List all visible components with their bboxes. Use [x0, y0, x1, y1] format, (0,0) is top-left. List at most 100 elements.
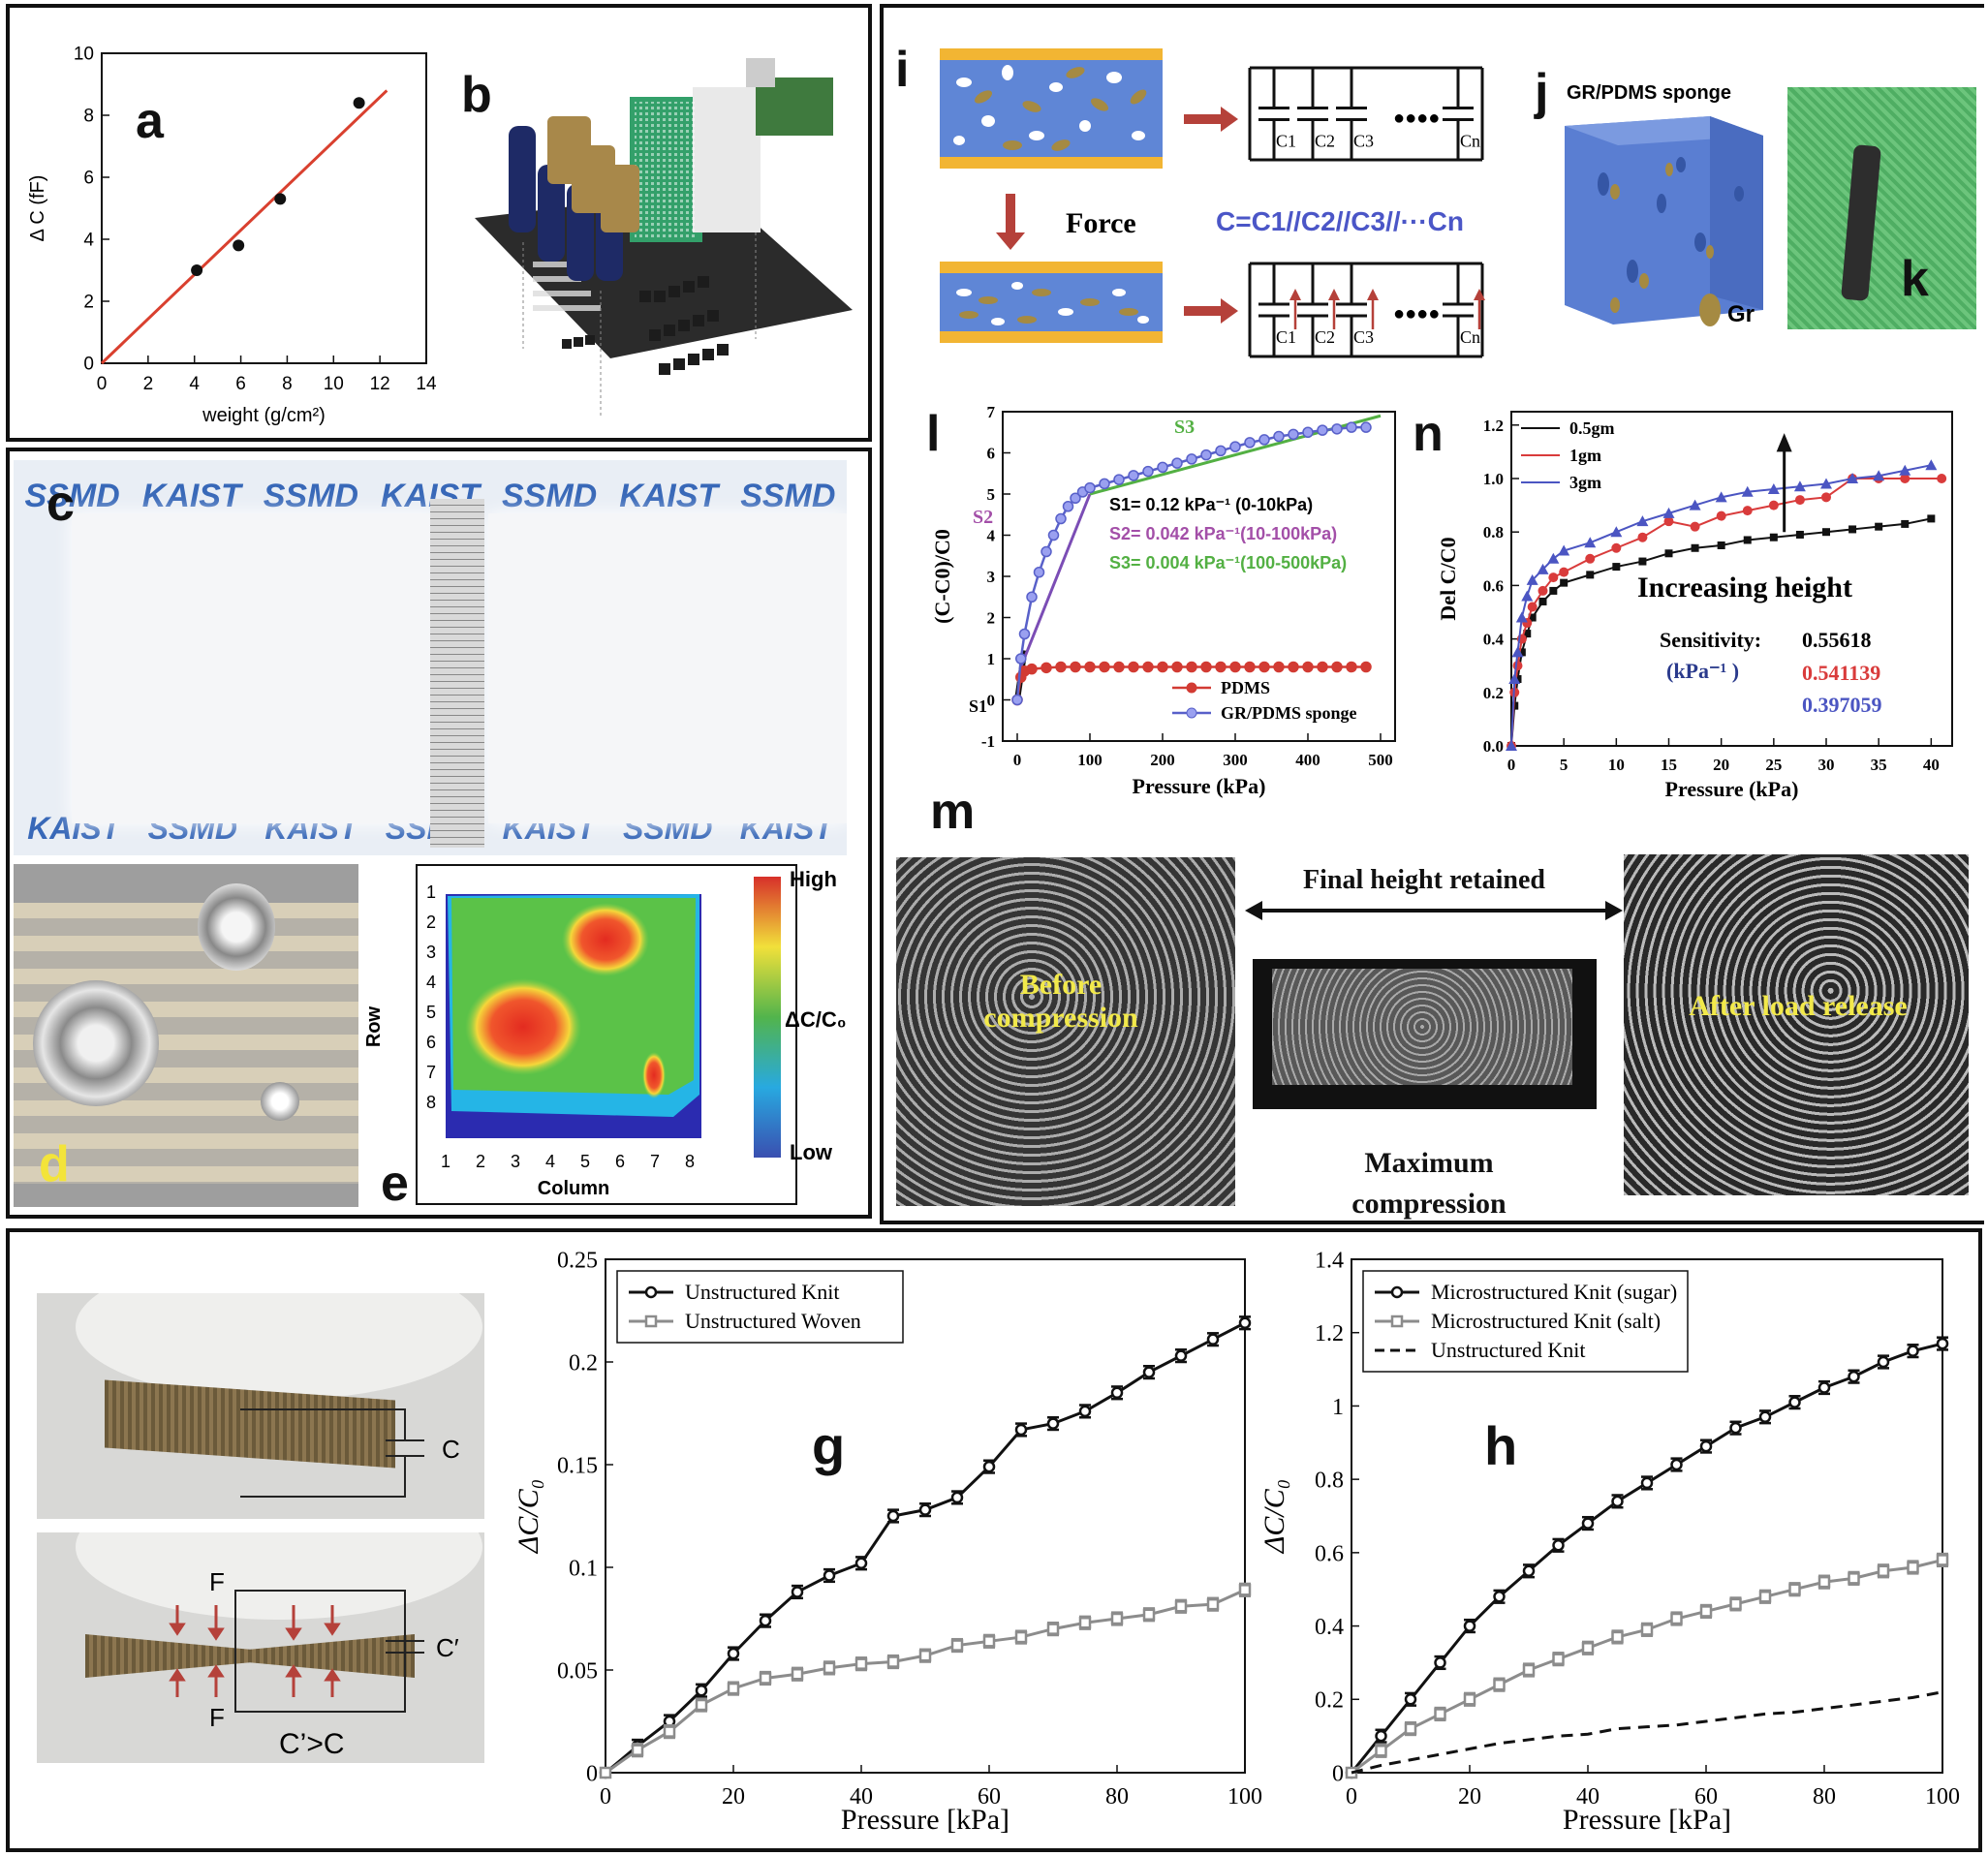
- microct-compressed-icon: [1253, 959, 1597, 1109]
- x-axis-label: Pressure (kPa): [1133, 774, 1266, 798]
- data-point: [599, 1766, 612, 1779]
- capacitor-label: Cn: [1460, 132, 1480, 151]
- data-point: [1055, 661, 1067, 673]
- legend-box: [616, 1270, 904, 1344]
- fabric-sensor-relaxed-photo-icon: C: [37, 1293, 484, 1519]
- legend-marker: [1186, 707, 1197, 719]
- data-point: [1113, 661, 1125, 673]
- legend-label: PDMS: [1221, 678, 1270, 697]
- data-point: [1817, 1381, 1831, 1394]
- y-tick-label: 5: [987, 485, 996, 504]
- y-tick-label: 0.8: [1483, 523, 1504, 541]
- data-point: [1258, 661, 1270, 673]
- col-tick-label: 4: [545, 1152, 555, 1171]
- y-tick-label: 0: [987, 691, 996, 709]
- y-tick-label: 0.05: [557, 1658, 598, 1684]
- data-point: [1612, 563, 1621, 572]
- legend-label: Microstructured Knit (sugar): [1431, 1280, 1677, 1304]
- legend-marker: [644, 1285, 658, 1299]
- data-point: [1636, 515, 1649, 527]
- col-tick-label: 8: [685, 1152, 695, 1171]
- chart-n: 0 5 10 15 20 25 30 35 40 0.0 0.2 0.4 0.6 0.8 1.0 1.2 Pre…: [1436, 411, 1953, 801]
- y-tick-label: 0: [586, 1761, 598, 1786]
- x-tick-label: 100: [1227, 1784, 1262, 1810]
- gr-label: Gr: [1727, 301, 1755, 327]
- data-point: [1055, 512, 1067, 525]
- data-point: [1640, 1476, 1654, 1490]
- data-point: [1548, 572, 1559, 583]
- data-point: [1404, 1722, 1417, 1735]
- data-point: [1729, 1421, 1742, 1435]
- data-point: [695, 1698, 708, 1712]
- data-point: [695, 1684, 708, 1697]
- data-point: [1506, 740, 1517, 751]
- x-tick-label: 0: [97, 374, 108, 394]
- right-arrow-icon: [1184, 298, 1238, 324]
- legend-label: GR/PDMS sponge: [1221, 703, 1357, 723]
- sponge-sample-photo-icon: [1787, 87, 1976, 329]
- data-point: [1026, 591, 1038, 603]
- data-point: [950, 1491, 964, 1504]
- data-point: [1795, 530, 1804, 539]
- y-tick-label: 6: [83, 169, 94, 189]
- data-point: [1521, 590, 1534, 602]
- data-point: [1434, 1708, 1446, 1720]
- data-point: [791, 1667, 804, 1681]
- data-point: [274, 193, 287, 205]
- y-tick-label: 0.6: [1483, 576, 1504, 595]
- data-point: [1317, 424, 1328, 436]
- data-point: [1142, 465, 1154, 478]
- data-point: [1758, 1591, 1772, 1603]
- logo-text: KAIST: [619, 478, 719, 514]
- data-point: [1637, 532, 1648, 542]
- x-tick-label: 60: [1694, 1784, 1718, 1810]
- panel-i-capacitor-schematic: Force C=C1//C2//C3//···Cn C1 C2 C3 Cn C1 C2 C…: [940, 48, 1485, 358]
- data-point: [1848, 1572, 1860, 1585]
- data-point: [1743, 536, 1752, 544]
- data-point: [1581, 1517, 1595, 1530]
- data-point: [1611, 1495, 1624, 1508]
- x-tick-label: 0: [1507, 756, 1516, 774]
- cbar-high-label: High: [790, 867, 837, 891]
- x-axis-label: Pressure (kPa): [1665, 777, 1799, 801]
- legend-label: Unstructured Knit: [1431, 1338, 1585, 1362]
- weight-small: [261, 1082, 299, 1121]
- row-tick-label: 7: [426, 1063, 436, 1082]
- data-point: [1907, 1561, 1919, 1574]
- data-point: [1848, 1370, 1860, 1383]
- data-point: [982, 1635, 996, 1648]
- y-axis-label: Δ C (fF): [27, 175, 48, 242]
- data-point: [1331, 661, 1343, 673]
- data-point: [1215, 445, 1227, 457]
- data-point: [1157, 661, 1168, 673]
- up-arrow-head: [1328, 289, 1340, 300]
- data-point: [1584, 537, 1597, 548]
- y-tick-label: 8: [83, 107, 94, 127]
- col-tick-label: 2: [476, 1152, 485, 1171]
- sensitivity-value: 0.397059: [1802, 693, 1882, 717]
- data-point: [886, 1655, 900, 1668]
- data-point: [1847, 473, 1859, 483]
- plot-frame: [1510, 411, 1953, 747]
- before-compression-label: Before compression: [983, 969, 1138, 1034]
- data-point: [1877, 1355, 1890, 1369]
- data-point: [1552, 1539, 1565, 1552]
- y-tick-label: 0.4: [1483, 631, 1505, 649]
- data-point: [1434, 1656, 1446, 1669]
- data-point: [1493, 1591, 1506, 1603]
- data-point: [823, 1661, 836, 1675]
- data-point: [1078, 1405, 1092, 1418]
- data-point: [1215, 661, 1227, 673]
- chart-h: 0 20 40 60 80 100 0 0.2 0.4 0.6 0.8 1 1.2 1.4 Pressure…: [1258, 1248, 1960, 1836]
- legend-marker: [1390, 1285, 1404, 1299]
- data-point: [1611, 1630, 1624, 1644]
- x-tick-label: 10: [324, 374, 344, 394]
- data-point: [1663, 516, 1674, 527]
- data-point: [1936, 1337, 1949, 1350]
- cbar-low-label: Low: [790, 1140, 833, 1164]
- y-tick-label: 2: [987, 608, 996, 627]
- relation-label: C’>C: [279, 1728, 345, 1760]
- data-point: [1729, 1597, 1742, 1611]
- data-point: [1558, 544, 1570, 556]
- data-point: [823, 1569, 836, 1582]
